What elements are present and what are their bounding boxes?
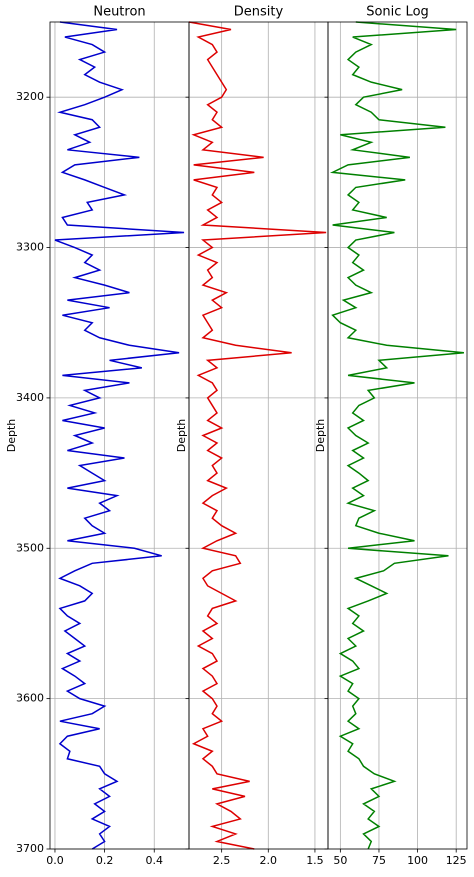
log-curve (329, 21, 464, 850)
x-tick-label: 0.4 (146, 854, 164, 867)
axes-frame (49, 21, 190, 850)
axes-frame (188, 21, 329, 850)
y-tick-label: 3400 (16, 391, 44, 404)
log-curve (54, 21, 185, 850)
y-axis-label: Depth (5, 419, 18, 453)
y-tick-label: 3300 (16, 241, 44, 254)
y-tick-label: 3700 (16, 842, 44, 855)
x-tick-label: 2.5 (213, 854, 231, 867)
y-axis-label: Depth (175, 419, 188, 453)
log-curve (188, 21, 327, 850)
y-tick-label: 3200 (16, 90, 44, 103)
axes-frame (327, 21, 468, 850)
y-tick-label: 3600 (16, 692, 44, 705)
chart-title: Sonic Log (366, 5, 429, 20)
x-tick-label: 0.2 (96, 854, 114, 867)
y-tick-label: 3500 (16, 541, 44, 554)
x-tick-label: 50 (333, 854, 347, 867)
x-tick-label: 1.5 (306, 854, 324, 867)
chart-title: Neutron (93, 5, 145, 20)
x-tick-label: 2.0 (260, 854, 278, 867)
y-axis-label: Depth (314, 419, 327, 453)
chart-title: Density (234, 5, 284, 20)
x-tick-label: 0.0 (46, 854, 64, 867)
x-tick-label: 100 (407, 854, 428, 867)
x-tick-label: 75 (372, 854, 386, 867)
x-tick-label: 125 (446, 854, 467, 867)
